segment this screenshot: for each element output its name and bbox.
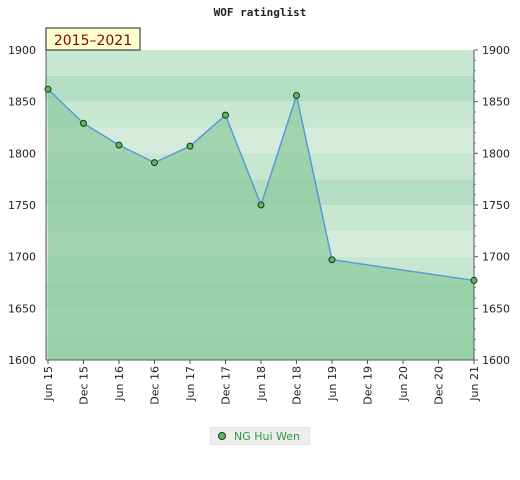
y-tick-label-left: 1700 [8,251,36,264]
legend: NG Hui Wen [210,427,310,445]
period-badge-box [45,27,141,51]
y-tick-label-right: 1750 [482,199,510,212]
data-point [151,159,158,167]
y-tick-label-right: 1600 [482,354,510,367]
x-tick-label: Jun 17 [184,366,197,402]
x-tick-label: Jun 19 [326,366,339,402]
rating-line [47,88,475,282]
rating-area [48,89,474,361]
x-tick-label: Dec 15 [78,366,91,405]
data-point [80,119,87,127]
data-point [222,111,229,119]
y-tick-label-right: 1650 [482,302,510,315]
data-point [44,85,52,93]
data-point [115,141,123,149]
y-tick-label-right: 1700 [482,251,510,264]
data-points [44,85,478,284]
data-point [186,142,194,150]
x-tick-label: Dec 19 [362,366,375,405]
data-point [328,256,336,264]
x-tick-label: Jun 20 [397,366,410,402]
axes: 1600 1600 1650 1650 1700 1700 1750 1750 1800 1800… [8,44,510,405]
y-tick-label-left: 1750 [8,199,36,212]
background-band [46,50,474,76]
x-tick-label: Dec 18 [291,366,304,405]
x-tick-label: Jun 18 [255,366,268,402]
x-tick-label: Jun 21 [468,366,481,402]
y-tick-label-right: 1800 [482,147,510,160]
x-tick-label: Jun 16 [113,366,126,402]
y-tick-label-right: 1900 [482,44,510,57]
background-band [46,101,474,128]
data-point [293,91,300,99]
x-tick-label: Jun 15 [42,366,55,402]
x-tick-label: Dec 17 [220,366,233,405]
x-tick-label: Dec 20 [433,366,446,405]
y-tick-label-left: 1800 [8,147,36,160]
legend-label: NG Hui Wen [234,429,301,443]
background-band [46,75,474,102]
rating-series-line [47,88,475,282]
data-point [257,201,265,209]
y-tick-label-left: 1850 [8,96,36,109]
period-badge-label: 2015–2021 [54,33,132,49]
data-point [470,276,478,284]
y-tick-label-left: 1650 [8,302,36,315]
y-tick-label-right: 1850 [482,96,510,109]
period-badge: 2015–2021 [45,27,141,51]
legend-marker-icon [218,432,226,440]
x-tick-label: Dec 16 [149,366,162,405]
rating-area-fill [48,89,474,361]
chart-title: WOF ratinglist [214,6,307,19]
y-tick-label-left: 1900 [8,44,36,57]
y-tick-label-left: 1600 [8,354,36,367]
